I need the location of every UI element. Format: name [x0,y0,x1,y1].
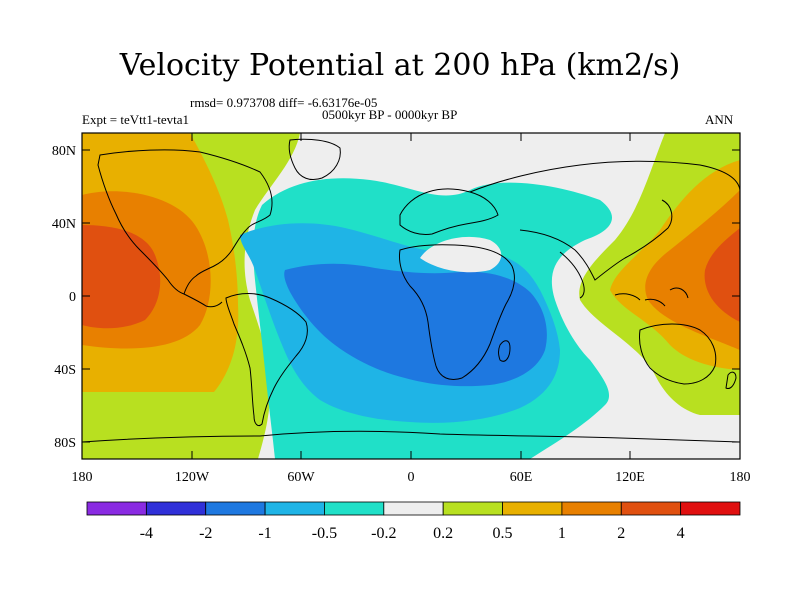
lon-label-120w: 120W [175,470,210,485]
coast-antarctica [82,430,740,443]
colorbar-label: 2 [617,525,625,542]
chart-title: Velocity Potential at 200 hPa (km2/s) [119,48,681,83]
colorbar-swatch [561,501,622,516]
colorbar-swatch [383,501,444,516]
lon-label-0: 0 [408,470,415,485]
lon-ticks [81,133,741,459]
colorbar-label: -2 [199,525,212,542]
lat-labels: 80N 40N 0 40S 80S [52,144,76,451]
lat-label-0: 0 [69,290,76,305]
lat-ticks [82,149,740,443]
colorbar-swatch [620,501,682,516]
stats-text: rmsd= 0.973708 diff= -6.63176e-05 [190,95,378,110]
coast-north-america [97,149,273,295]
coast-south-america [225,293,308,427]
experiment-text: Expt = teVtt1-tevta1 [82,112,189,127]
field-pos4-east [704,228,740,322]
coast-new-zealand [725,371,737,389]
lon-label-180e: 180 [730,470,751,485]
lat-label-80s: 80S [54,436,76,451]
colorbar-swatch [264,501,325,516]
colorbar-swatch [86,501,147,516]
colorbar-swatch [324,501,385,516]
field-neg3 [284,263,547,387]
lon-label-180w: 180 [72,470,93,485]
colorbar: -4 -2 -1 -0.5 -0.2 0.2 0.5 1 2 4 [86,501,741,542]
coast-madagascar [498,340,511,362]
colorbar-swatch [145,501,207,516]
lat-label-40s: 40S [54,363,76,378]
season-text: ANN [705,112,734,127]
colorbar-swatch [680,501,741,516]
period-text: 0500kyr BP - 0000kyr BP [322,107,458,122]
colorbar-label: -0.2 [371,525,396,542]
colorbar-label: 0.5 [493,525,513,542]
lon-label-60e: 60E [510,470,533,485]
colorbar-label: 0.2 [433,525,453,542]
colorbar-swatch [205,501,266,516]
colorbar-label: 4 [677,525,685,542]
colorbar-swatch [502,501,563,516]
colorbar-label: -1 [258,525,271,542]
lat-label-80n: 80N [52,144,76,159]
colorbar-swatch [442,501,503,516]
colorbar-label: 1 [558,525,566,542]
coastlines [82,138,740,443]
field-pos3-east [645,190,740,350]
coast-africa [399,244,515,380]
map-field [82,133,740,459]
coast-central-america [183,293,223,308]
coast-greenland [288,138,341,181]
coast-asia [469,160,740,281]
coast-india [559,251,585,299]
colorbar-label: -0.5 [312,525,337,542]
lon-label-60w: 60W [287,470,315,485]
lon-label-120e: 120E [615,470,645,485]
coast-maritime [614,287,689,307]
colorbar-label: -4 [140,525,153,542]
lat-label-40n: 40N [52,217,76,232]
lon-labels: 180 120W 60W 0 60E 120E 180 [72,470,751,485]
coast-europe [399,188,499,235]
field-neutral-sahara [420,236,502,273]
coast-australia [639,323,717,385]
